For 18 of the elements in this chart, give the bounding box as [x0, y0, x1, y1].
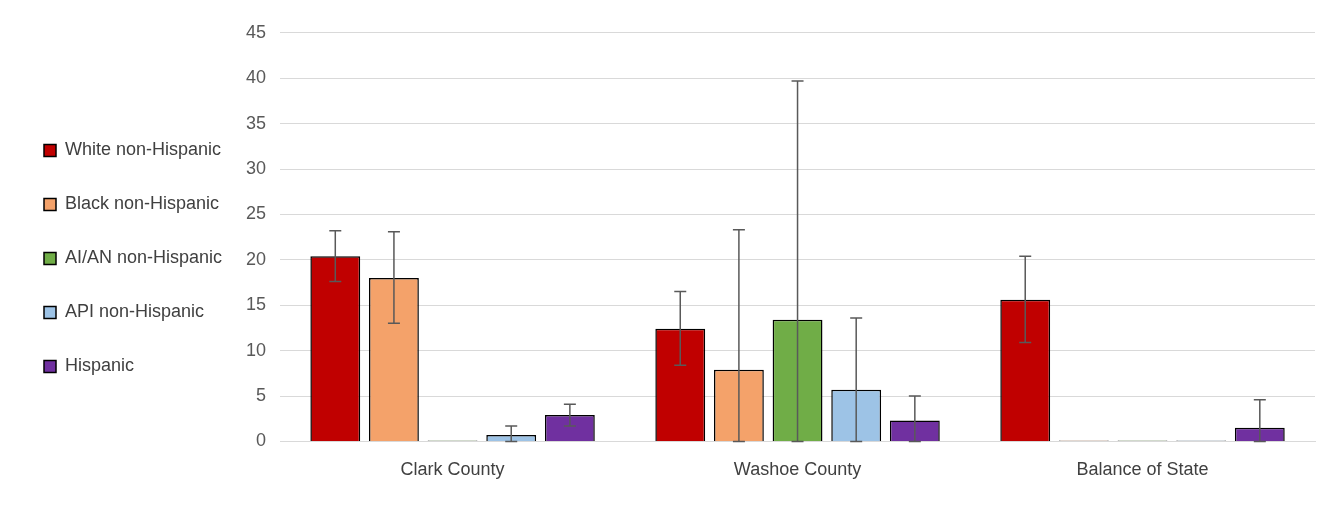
y-tick-label: 25: [246, 203, 267, 224]
legend-label: White non-Hispanic: [65, 139, 222, 160]
legend-label: AI/AN non-Hispanic: [65, 247, 223, 268]
y-tick-label: 10: [246, 339, 267, 360]
x-tick-label: Clark County: [400, 459, 505, 480]
y-tick-label: 20: [246, 248, 267, 269]
x-tick-label: Balance of State: [1076, 459, 1209, 480]
y-tick-label: 0: [256, 430, 267, 451]
legend-label: Black non-Hispanic: [65, 193, 220, 214]
x-tick-label: Washoe County: [733, 459, 862, 480]
y-tick-label: 40: [246, 67, 267, 88]
y-tick-label: 5: [256, 384, 267, 405]
y-tick-label: 30: [246, 157, 267, 178]
legend-label: API non-Hispanic: [65, 301, 205, 322]
y-tick-label: 45: [246, 21, 267, 42]
y-tick-label: 15: [246, 294, 267, 315]
y-tick-label: 35: [246, 112, 267, 133]
legend-label: Hispanic: [65, 355, 135, 376]
